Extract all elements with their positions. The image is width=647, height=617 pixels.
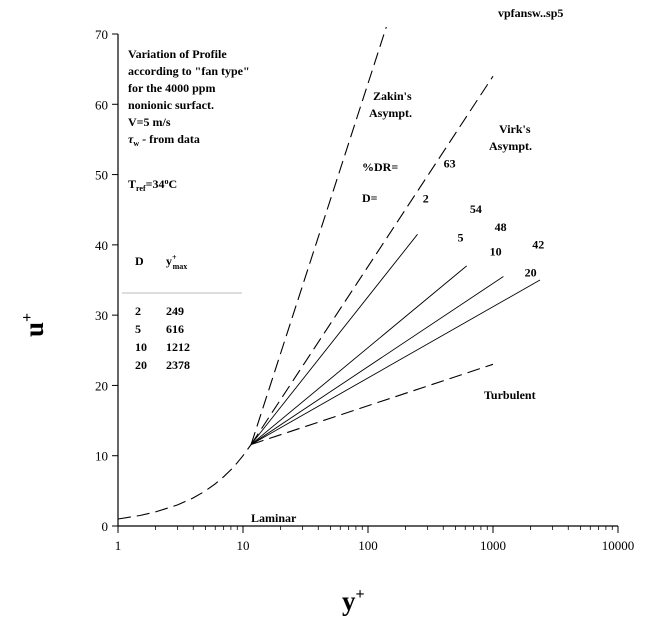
series-line-d-2 (250, 234, 418, 445)
y-tick-label: 40 (95, 238, 108, 253)
x-tick-label: 10000 (602, 538, 635, 553)
x-tick-label: 10 (237, 538, 250, 553)
dr-value-label: 63 (444, 157, 456, 171)
y-tick-label: 50 (95, 168, 108, 183)
x-tick-label: 100 (358, 538, 378, 553)
table-cell-ymax: 616 (166, 322, 184, 336)
chart-title: vpfansw..sp5 (498, 6, 563, 20)
table-cell-d: 5 (135, 322, 141, 336)
tref-label: Tref=34oC (128, 177, 177, 193)
description-line: Variation of Profile (128, 47, 227, 61)
x-axis-label: y+ (342, 586, 365, 616)
series-line-d-20 (250, 279, 541, 445)
series-label-zakin: Zakin's (373, 89, 412, 103)
d-value-label: 5 (458, 230, 464, 244)
svg-text:u+: u+ (19, 313, 49, 337)
d-label: D= (362, 191, 378, 205)
table-cell-ymax: 2378 (166, 358, 190, 372)
d-value-label: 2 (423, 192, 429, 206)
series-line-laminar (117, 444, 252, 520)
series-label-virk: Asympt. (489, 139, 532, 153)
series-group (117, 26, 541, 520)
y-tick-label: 20 (95, 378, 108, 393)
table-cell-d: 20 (135, 358, 147, 372)
y-tick-label: 30 (95, 308, 108, 323)
dr-value-label: 54 (470, 202, 482, 216)
description-line: V=5 m/s (128, 115, 171, 129)
dmax-table: D y+ max 2 249 5 616 10 1212 20 2378 (122, 253, 242, 372)
value-labels: 63 54 48 42 2 5 10 20 (423, 157, 544, 280)
series-line-d-10 (250, 276, 504, 445)
description-line: according to "fan type" (128, 64, 250, 78)
series-labels: Zakin's Asympt. Virk's Asympt. Turbulent… (251, 89, 536, 525)
series-line-d-5 (250, 265, 467, 445)
description-line: nonionic surfact. (128, 98, 214, 112)
description-line: for the 4000 ppm (128, 81, 215, 95)
table-cell-d: 10 (135, 340, 147, 354)
d-value-label: 10 (490, 244, 502, 258)
y-tick-label: 10 (95, 449, 108, 464)
table-cell-ymax: 249 (166, 304, 184, 318)
table-cell-d: 2 (135, 304, 141, 318)
dr-value-label: 42 (532, 237, 544, 251)
axes: 0 10 20 30 40 50 60 70 1 10 100 1000 10000 (95, 27, 634, 553)
y-tick-label: 60 (95, 97, 108, 112)
series-line-virk-s-asympt (250, 75, 494, 445)
table-cell-ymax: 1212 (166, 340, 190, 354)
series-label-turbulent: Turbulent (484, 388, 536, 402)
series-label-virk: Virk's (499, 122, 531, 136)
series-line-zakin-s-asympt (250, 26, 387, 445)
series-label-zakin: Asympt. (369, 106, 412, 120)
y-tick-label: 70 (95, 27, 108, 42)
dr-value-label: 48 (495, 220, 507, 234)
y-axis-label: u+ (19, 313, 49, 337)
d-value-label: 20 (525, 265, 537, 279)
series-label-laminar: Laminar (251, 511, 297, 525)
x-tick-label: 1000 (480, 538, 506, 553)
table-header-d: D (135, 254, 144, 268)
series-line-turbulent (250, 363, 494, 446)
labels-group: vpfansw..sp5 y+ u+ Variation of Profile … (19, 6, 563, 616)
table-header-ymax: y+ max (166, 253, 187, 271)
dr-label: %DR= (362, 160, 398, 174)
tau-label: τw - from data (128, 132, 200, 148)
y-tick-label: 0 (102, 519, 109, 534)
x-tick-label: 1 (115, 538, 122, 553)
description-block: Variation of Profile according to "fan t… (128, 47, 250, 129)
